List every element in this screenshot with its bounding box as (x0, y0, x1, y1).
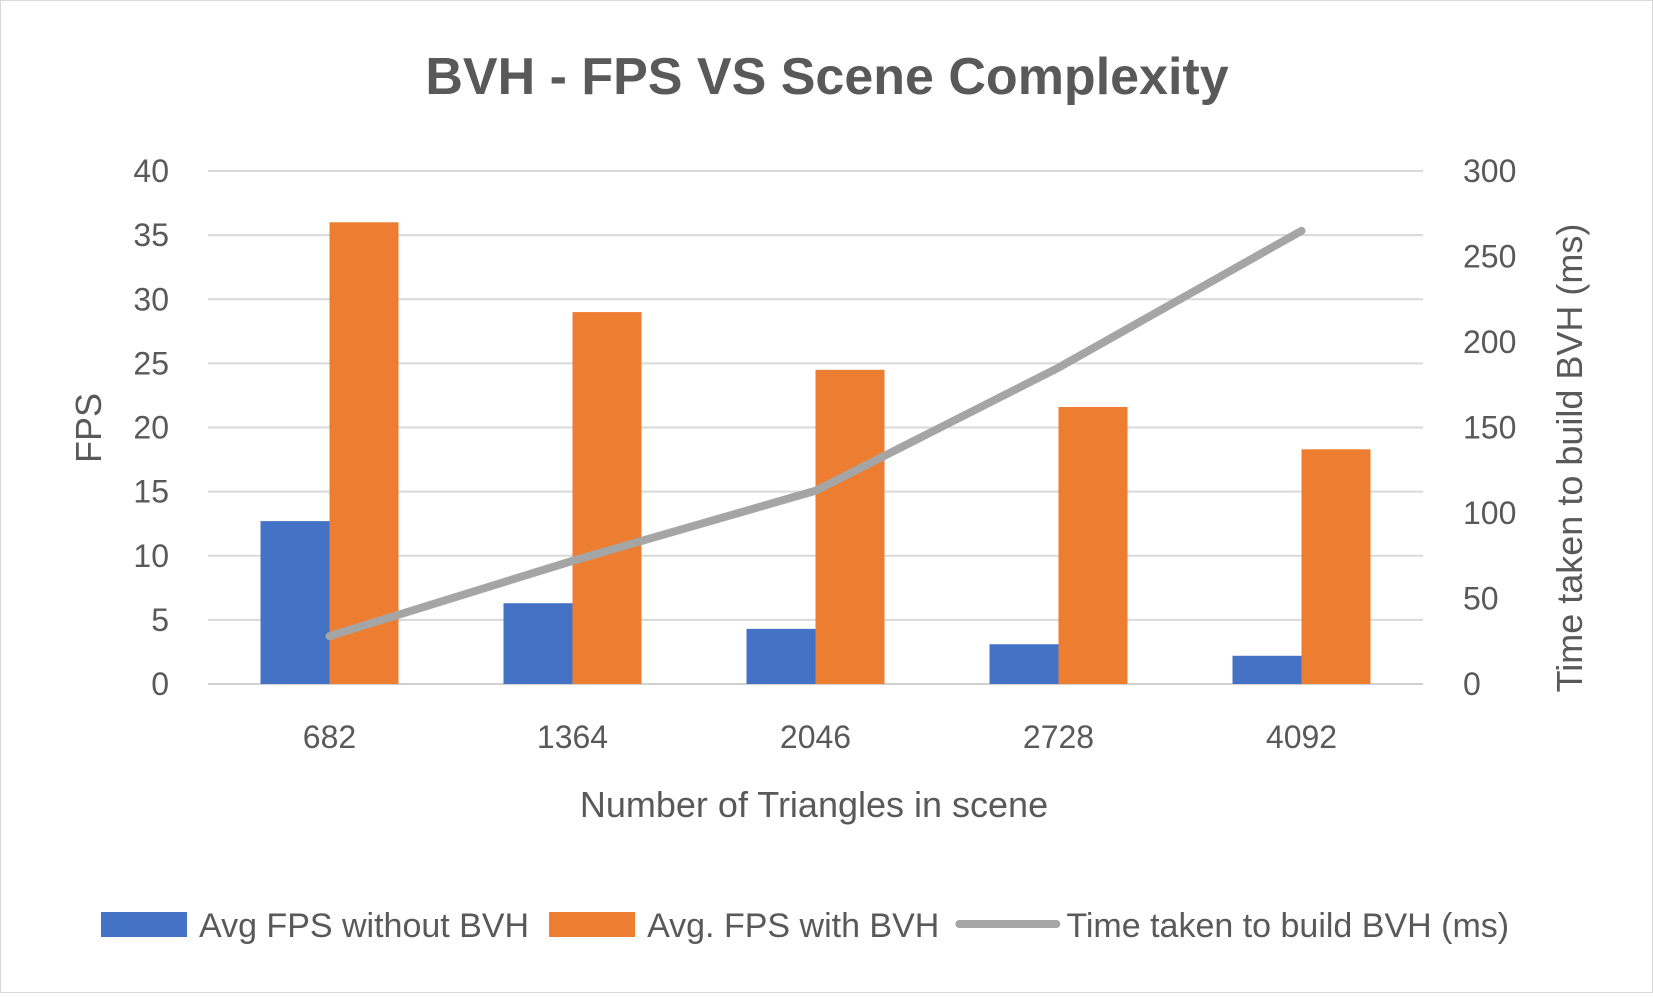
y-tick-label: 25 (133, 345, 169, 381)
y2-tick-label: 0 (1463, 666, 1481, 702)
y2-tick-label: 300 (1463, 153, 1516, 189)
x-tick-label: 4092 (1266, 719, 1337, 755)
series-line (325, 226, 1306, 641)
y-axis-title: FPS (68, 393, 109, 463)
y-tick-label: 35 (133, 217, 169, 253)
y2-tick-label: 150 (1463, 410, 1516, 446)
x-tick-label: 682 (303, 719, 356, 755)
y2-axis-title: Time taken to build BVH (ms) (1549, 224, 1590, 693)
bar (503, 603, 573, 684)
bar (1301, 449, 1371, 684)
bar (260, 521, 330, 684)
bar (1058, 406, 1128, 684)
y-tick-label: 5 (151, 602, 169, 638)
bar-series (260, 222, 1371, 685)
x-tick-label: 1364 (537, 719, 608, 755)
x-tick-label: 2046 (780, 719, 851, 755)
y-tick-label: 0 (151, 666, 169, 702)
y2-tick-label: 250 (1463, 239, 1516, 275)
y2-tick-label: 200 (1463, 324, 1516, 360)
line-series (325, 226, 1306, 641)
bar (329, 222, 399, 685)
y2-tick-label: 50 (1463, 581, 1499, 617)
bar (746, 628, 816, 684)
y2-tick-label: 100 (1463, 495, 1516, 531)
legend-swatch (549, 912, 636, 937)
bar (572, 312, 642, 684)
bar (815, 369, 885, 684)
legend-label: Time taken to build BVH (ms) (1066, 907, 1509, 945)
y-tick-label: 30 (133, 281, 169, 317)
left-axis-ticks: 0 5 10 15 20 25 30 35 40 (133, 153, 169, 702)
legend: Avg FPS without BVH Avg. FPS with BVH Time… (101, 907, 1509, 945)
legend-swatch (101, 912, 187, 937)
bar (989, 644, 1059, 684)
legend-label: Avg FPS without BVH (199, 907, 529, 945)
y-tick-label: 40 (133, 153, 169, 189)
x-tick-label: 2728 (1023, 719, 1094, 755)
bar (1232, 655, 1302, 684)
y-tick-label: 20 (133, 410, 169, 446)
y-tick-label: 15 (133, 474, 169, 510)
right-axis-ticks: 0 50 100 150 200 250 300 (1463, 153, 1516, 702)
x-axis-ticks: 682 1364 2046 2728 4092 (303, 719, 1337, 755)
x-axis-title: Number of Triangles in scene (580, 784, 1048, 825)
y-tick-label: 10 (133, 538, 169, 574)
legend-label: Avg. FPS with BVH (647, 907, 939, 945)
chart-title: BVH - FPS VS Scene Complexity (425, 48, 1228, 106)
